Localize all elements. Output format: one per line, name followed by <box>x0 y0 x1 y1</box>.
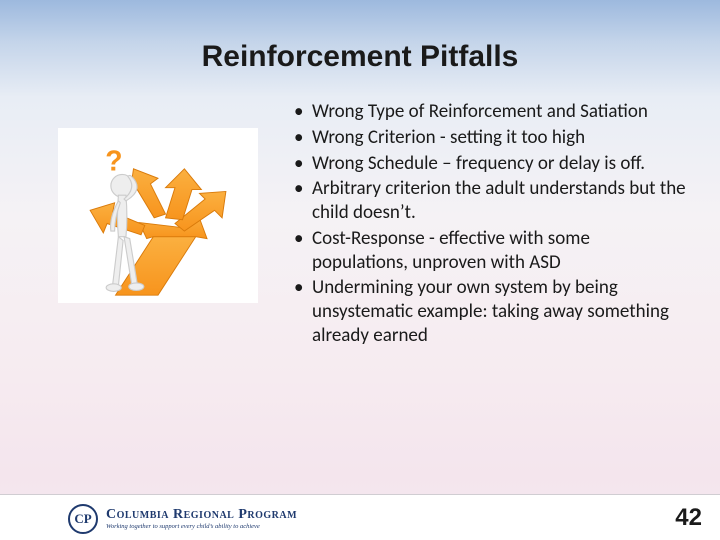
list-item: Wrong Schedule – frequency or delay is o… <box>290 152 690 176</box>
list-item: Undermining your own system by being uns… <box>290 276 690 347</box>
arrows-figure-icon: ? <box>63 133 253 298</box>
list-item: Cost-Response - effective with some popu… <box>290 227 690 275</box>
decision-image: ? <box>58 128 258 303</box>
slide-title: Reinforcement Pitfalls <box>0 40 720 74</box>
list-item: Wrong Type of Reinforcement and Satiatio… <box>290 100 690 124</box>
list-item: Wrong Criterion - setting it too high <box>290 126 690 150</box>
page-number: 42 <box>675 504 702 532</box>
footer: CP Columbia Regional Program Working tog… <box>0 494 720 540</box>
org-name: Columbia Regional Program <box>106 508 297 522</box>
logo-seal-icon: CP <box>68 504 98 534</box>
org-logo: CP Columbia Regional Program Working tog… <box>68 504 297 534</box>
bullet-list: Wrong Type of Reinforcement and Satiatio… <box>290 100 690 350</box>
svg-text:?: ? <box>105 145 122 177</box>
org-tagline: Working together to support every child’… <box>106 524 297 531</box>
list-item: Arbitrary criterion the adult understand… <box>290 177 690 225</box>
